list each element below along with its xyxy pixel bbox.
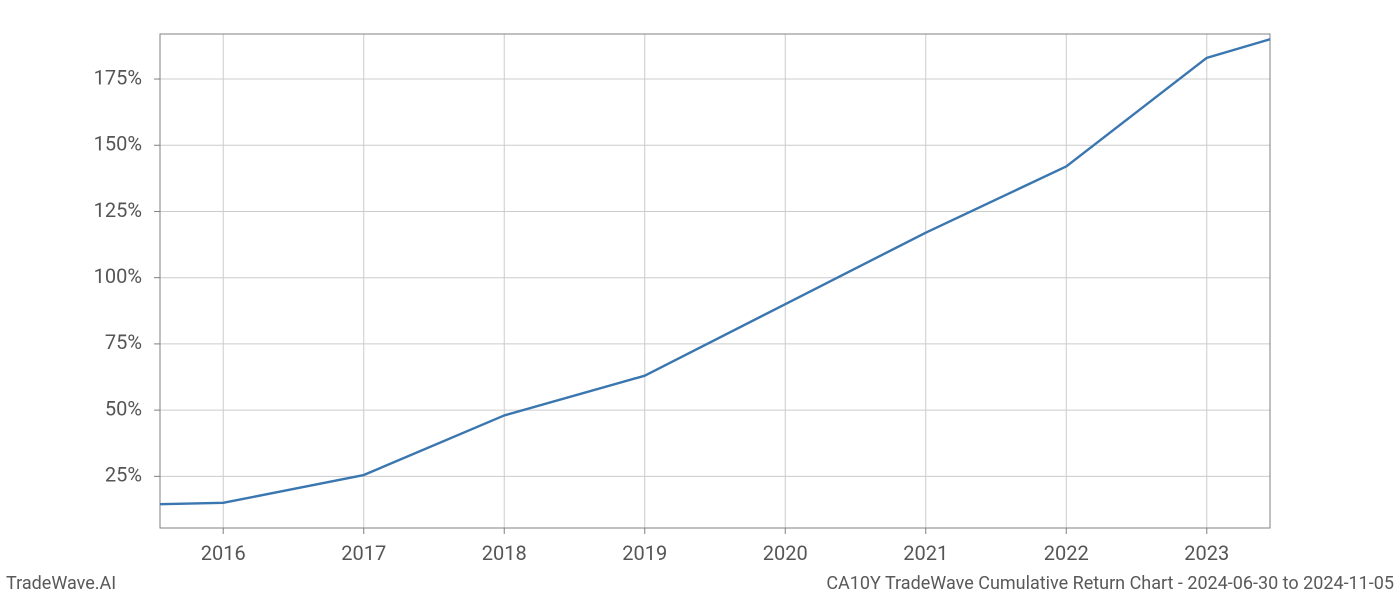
svg-text:150%: 150% (94, 132, 142, 156)
line-chart: 2016 2017 2018 2019 2020 2021 2022 2023 25% 50% 75… (0, 0, 1400, 600)
svg-text:2022: 2022 (1044, 541, 1089, 565)
svg-text:2019: 2019 (622, 541, 667, 565)
footer-right-text: CA10Y TradeWave Cumulative Return Chart … (826, 573, 1394, 594)
svg-text:2018: 2018 (482, 541, 527, 565)
svg-text:75%: 75% (105, 330, 142, 354)
svg-text:2020: 2020 (763, 541, 808, 565)
svg-text:175%: 175% (94, 65, 142, 89)
chart-container: 2016 2017 2018 2019 2020 2021 2022 2023 25% 50% 75… (0, 0, 1400, 600)
svg-text:100%: 100% (94, 264, 142, 288)
svg-text:2016: 2016 (201, 541, 246, 565)
svg-text:2021: 2021 (903, 541, 948, 565)
footer-left-text: TradeWave.AI (6, 573, 116, 594)
svg-text:125%: 125% (94, 198, 142, 222)
svg-text:2023: 2023 (1184, 541, 1229, 565)
svg-text:2017: 2017 (341, 541, 386, 565)
svg-text:25%: 25% (105, 463, 142, 487)
svg-text:50%: 50% (105, 396, 142, 420)
